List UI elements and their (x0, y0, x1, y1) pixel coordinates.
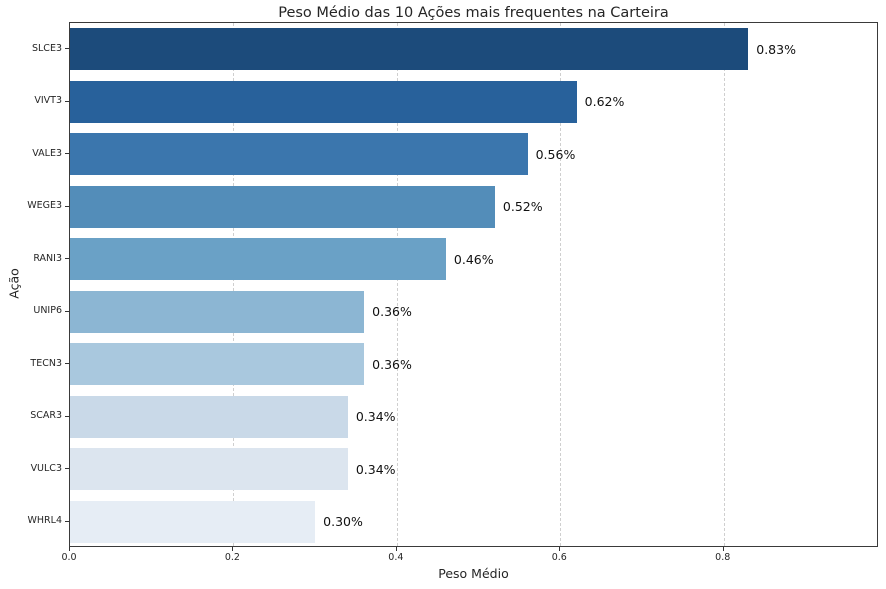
bar-tecn3 (70, 343, 365, 386)
bar-slce3 (70, 28, 749, 71)
x-tick-label-0.0: 0.0 (61, 552, 77, 563)
bar-value-label-whrl4: 0.30% (323, 514, 363, 530)
plot-area: 0.83% 0.62% 0.56% 0.52% 0.46% 0.36% 0.36% 0.34%… (69, 22, 878, 547)
y-tick-mark (65, 153, 69, 155)
bar-value-label-vulc3: 0.34% (355, 461, 396, 477)
gridline-x-0.4 (396, 23, 398, 546)
x-tick-label-0.8: 0.8 (715, 552, 731, 563)
x-tick-mark (232, 547, 234, 551)
bar-value-label-wege3: 0.52% (502, 199, 543, 215)
y-tick-mark (65, 468, 69, 470)
bar-vale3 (70, 133, 528, 176)
bar-value-label-tecn3: 0.36% (372, 356, 412, 372)
y-tick-mark (65, 100, 69, 102)
gridline-x-0.2 (233, 23, 235, 546)
gridline-x-0.8 (723, 23, 725, 546)
bar-value-label-slce3: 0.83% (756, 41, 796, 57)
x-tick-label-0.2: 0.2 (224, 552, 240, 563)
bar-whrl4 (70, 500, 316, 543)
bar-vivt3 (70, 80, 577, 123)
bar-rani3 (70, 238, 446, 281)
y-tick-mark (65, 415, 69, 417)
chart-title: Peso Médio das 10 Ações mais frequentes … (278, 5, 669, 21)
x-tick-label-0.4: 0.4 (388, 552, 404, 563)
y-tick-label-whrl4: WHRL4 (27, 515, 62, 527)
y-tick-label-scar3: SCAR3 (30, 410, 62, 422)
bar-unip6 (70, 290, 365, 333)
bar-value-label-vale3: 0.56% (535, 146, 576, 162)
y-tick-mark (65, 205, 69, 207)
y-tick-label-slce3: SLCE3 (31, 42, 62, 54)
x-axis-label: Peso Médio (438, 566, 509, 581)
x-tick-mark (395, 547, 397, 551)
y-tick-mark (65, 520, 69, 522)
bar-value-label-rani3: 0.46% (453, 251, 494, 267)
bar-value-label-scar3: 0.34% (355, 409, 396, 425)
y-tick-label-tecn3: TECN3 (30, 357, 62, 369)
bar-value-label-unip6: 0.36% (372, 304, 412, 320)
x-tick-mark (69, 547, 70, 551)
bar-scar3 (70, 395, 348, 438)
y-tick-mark (65, 363, 69, 365)
y-tick-label-vivt3: VIVT3 (34, 95, 62, 107)
x-tick-label-0.6: 0.6 (551, 552, 567, 563)
y-tick-mark (65, 310, 69, 312)
y-tick-label-rani3: RANI3 (33, 252, 62, 264)
bar-wege3 (70, 185, 495, 228)
y-tick-label-wege3: WEGE3 (27, 200, 62, 212)
y-tick-mark (65, 258, 69, 260)
y-tick-label-unip6: UNIP6 (33, 305, 62, 317)
x-tick-mark (559, 547, 561, 551)
gridline-x-0.6 (560, 23, 562, 546)
bar-vulc3 (70, 448, 348, 491)
bar-value-label-vivt3: 0.62% (584, 94, 625, 110)
y-tick-label-vulc3: VULC3 (30, 462, 62, 474)
x-tick-mark (722, 547, 724, 551)
y-tick-mark (65, 48, 69, 50)
y-tick-label-vale3: VALE3 (32, 147, 62, 159)
